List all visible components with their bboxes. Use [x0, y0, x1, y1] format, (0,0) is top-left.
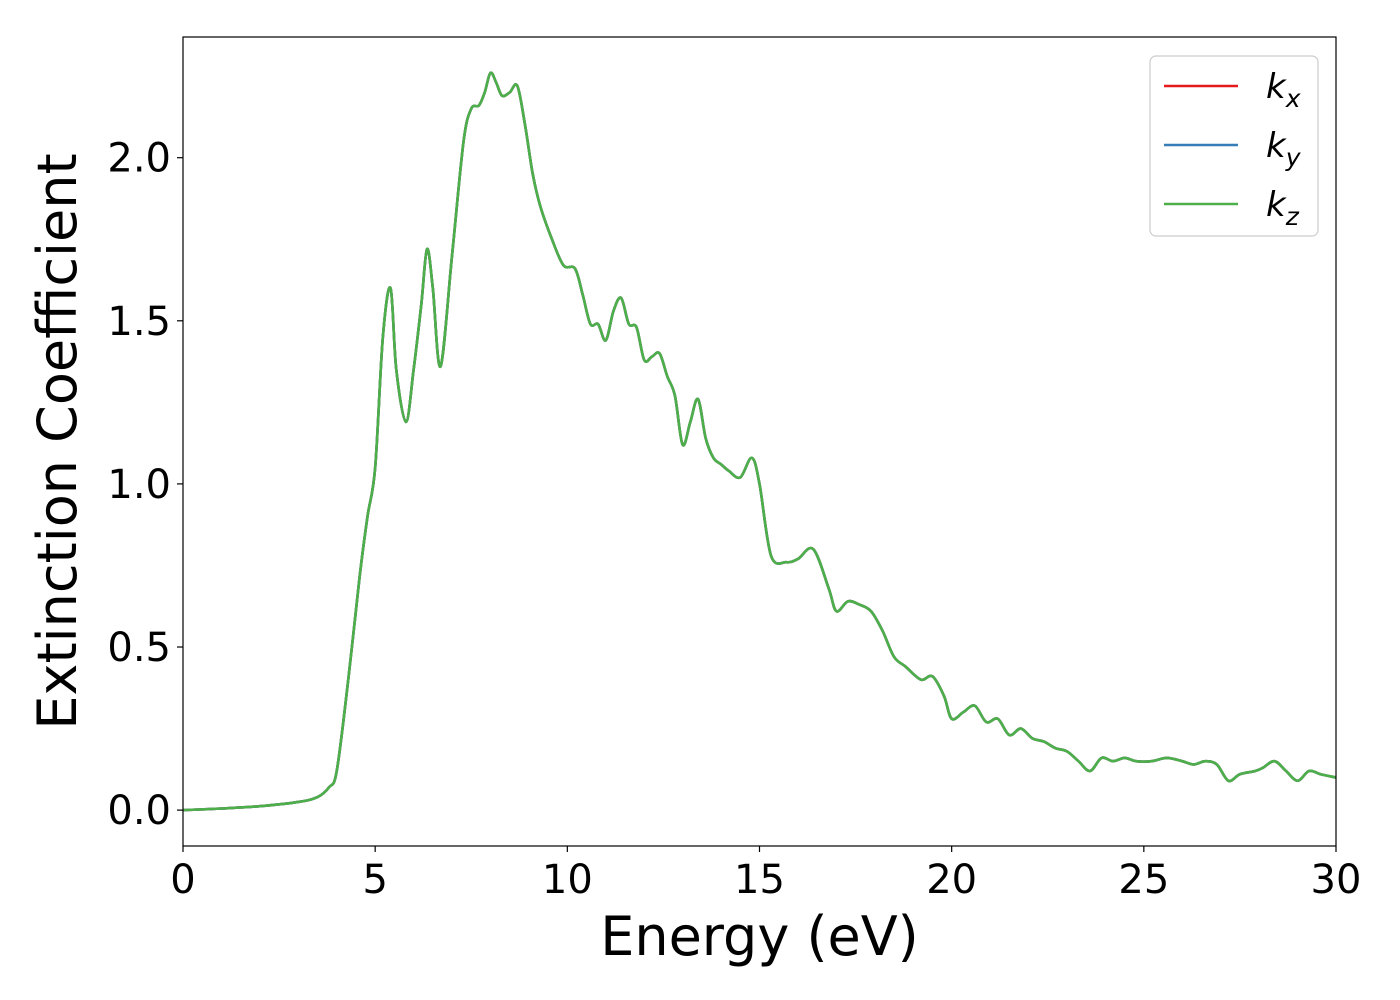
legend-entry-y: ky	[1164, 126, 1302, 172]
x-tick-label: 10	[542, 857, 593, 903]
x-tick-label: 30	[1311, 857, 1362, 903]
legend-label: kz	[1266, 185, 1300, 231]
y-tick-label: 0.5	[107, 625, 171, 671]
y-axis-ticks: 0.0 0.5 1.0 1.5 2.0	[107, 136, 183, 834]
legend-label-base: k	[1266, 126, 1287, 166]
legend-label-subscript: y	[1285, 143, 1302, 172]
plot-lines	[183, 71, 1336, 812]
plot-frame	[182, 36, 1337, 847]
x-axis-ticks: 0 5 10 15 20 25 30	[170, 846, 1361, 903]
x-tick-label: 5	[362, 857, 387, 903]
x-tick-label: 25	[1118, 857, 1169, 903]
legend-label-base: k	[1266, 185, 1287, 225]
legend-entry-x: kx	[1164, 67, 1301, 113]
x-tick-label: 0	[170, 857, 195, 903]
series-line-z	[183, 71, 1336, 812]
y-tick-label: 0.0	[107, 788, 171, 834]
y-tick-label: 1.5	[107, 299, 171, 345]
legend-entry-z: kz	[1164, 185, 1300, 231]
x-tick-label: 15	[734, 857, 785, 903]
x-axis-title: Energy (eV)	[600, 905, 919, 968]
legend-label-subscript: z	[1285, 202, 1300, 231]
legend-label-base: k	[1266, 67, 1287, 107]
legend-label-subscript: x	[1285, 84, 1301, 113]
y-tick-label: 1.0	[107, 462, 171, 508]
y-tick-label: 2.0	[107, 136, 171, 182]
legend-label: kx	[1266, 67, 1301, 113]
legend-label: ky	[1266, 126, 1302, 172]
y-axis-title: Extinction Coefficient	[26, 153, 89, 729]
x-tick-label: 20	[926, 857, 977, 903]
